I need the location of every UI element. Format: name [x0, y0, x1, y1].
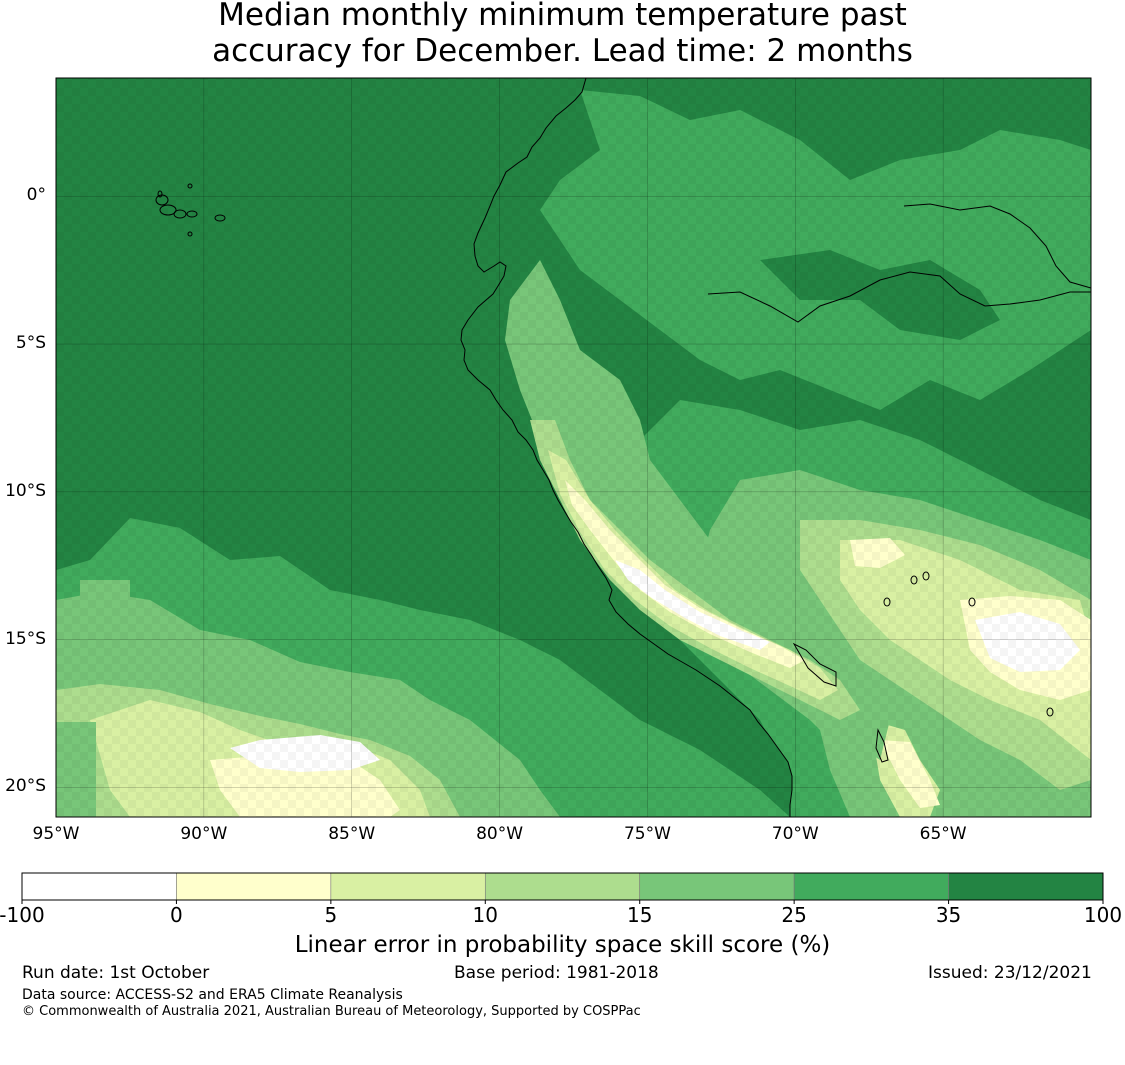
colorbar-tick-label: 5 — [324, 903, 338, 927]
base-period: Base period: 1981-2018 — [454, 963, 659, 983]
inland-lake — [883, 597, 891, 607]
colorbar-segment — [793, 872, 949, 901]
colorbar-tick-label: -100 — [0, 903, 45, 927]
colorbar-label: Linear error in probability space skill … — [294, 932, 831, 958]
map-title-line-2: accuracy for December. Lead time: 2 mont… — [212, 33, 913, 69]
galapagos-island — [173, 209, 187, 219]
galapagos-island — [214, 214, 226, 222]
longitude-label: 85°W — [328, 824, 376, 844]
colorbar-segment — [176, 872, 332, 901]
colorbar-segment — [21, 872, 177, 901]
galapagos-island — [159, 204, 177, 216]
latitude-label: 20°S — [5, 776, 46, 797]
colorbar-segment — [330, 872, 486, 901]
data-source: Data source: ACCESS-S2 and ERA5 Climate … — [22, 987, 403, 1003]
inland-lake — [968, 597, 976, 607]
amazon-river-north — [903, 203, 1091, 289]
colorbar-tick-label: 15 — [626, 903, 653, 927]
colorbar-tick-label: 10 — [472, 903, 499, 927]
run-date: Run date: 1st October — [22, 963, 210, 983]
copyright: © Commonwealth of Australia 2021, Austra… — [22, 1004, 641, 1019]
colorbar-segment — [639, 872, 795, 901]
colorbar — [21, 872, 1104, 904]
colorbar-segment — [948, 872, 1104, 901]
longitude-label: 95°W — [32, 824, 80, 844]
latitude-label: 15°S — [5, 628, 46, 649]
colorbar-segment — [484, 872, 641, 901]
coastline — [460, 78, 793, 817]
latitude-label: 10°S — [5, 480, 46, 501]
colorbar-tick-label: 25 — [781, 903, 807, 927]
colorbar-frame — [21, 872, 1104, 901]
map-title-line-1: Median monthly minimum temperature past — [218, 0, 907, 33]
longitude-label: 75°W — [623, 824, 671, 844]
latitude-label: 0° — [26, 185, 46, 206]
longitude-label: 70°W — [771, 824, 819, 844]
lake-titicaca — [792, 642, 837, 687]
inland-lake — [1046, 707, 1054, 717]
map-frame — [55, 77, 1092, 818]
galapagos-island — [187, 183, 193, 189]
inland-lake — [910, 575, 918, 585]
colorbar-tick-label: 100 — [1083, 903, 1123, 927]
galapagos-island — [157, 190, 163, 198]
longitude-label: 90°W — [180, 824, 228, 844]
galapagos-island — [187, 231, 193, 237]
skill-score-map — [21, 77, 1104, 904]
colorbar-tick-label: 35 — [935, 903, 962, 927]
latitude-label: 5°S — [15, 333, 46, 354]
galapagos-island — [186, 210, 198, 218]
issued-date: Issued: 23/12/2021 — [928, 963, 1092, 983]
colorbar-tick-label: 0 — [170, 903, 183, 927]
amazon-river-south — [707, 271, 1091, 323]
lake-poopo — [875, 728, 889, 763]
longitude-label: 65°W — [919, 824, 967, 844]
inland-lake — [922, 571, 930, 581]
longitude-label: 80°W — [476, 824, 524, 844]
